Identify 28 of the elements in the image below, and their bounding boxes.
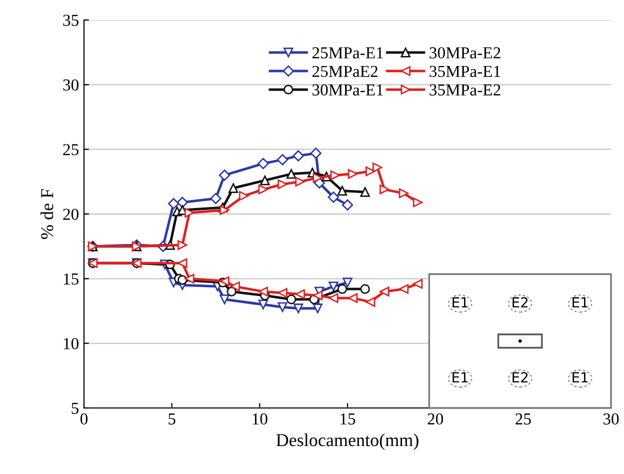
- x-axis-title: Deslocamento(mm): [276, 434, 418, 450]
- annotation: E2: [512, 297, 528, 308]
- legend-label: 25MPaE2: [312, 66, 378, 78]
- x-tick-label: 15: [340, 413, 356, 425]
- legend-label: 25MPa-E1: [312, 47, 383, 58]
- y-tick-label: 25: [63, 144, 78, 156]
- y-axis-title: % de F: [40, 189, 54, 239]
- annotation: E1: [572, 372, 588, 382]
- y-tick-label: 5: [72, 402, 78, 414]
- y-tick-label: 20: [63, 208, 79, 220]
- x-tick-label: 25: [516, 413, 531, 425]
- x-tick-label: 5: [168, 414, 176, 425]
- x-tick-label: 0: [80, 413, 88, 425]
- y-tick-label: 10: [64, 338, 79, 350]
- annotation: E1: [452, 297, 468, 308]
- x-tick-label: 30: [603, 413, 619, 425]
- legend-label: 35MPa-E1: [430, 66, 500, 78]
- legend-label: 30MPa-E1: [312, 84, 383, 96]
- x-tick-label: 10: [252, 413, 268, 425]
- annotation: E1: [572, 297, 588, 308]
- y-tick-label: 15: [64, 273, 78, 285]
- legend-label: 35MPa-E2: [430, 84, 500, 96]
- y-tick-label: 35: [63, 14, 78, 26]
- x-tick-label: 20: [428, 413, 444, 425]
- annotation: E1: [452, 372, 468, 382]
- legend-label: 30MPa-E2: [430, 47, 500, 58]
- annotation: E2: [512, 372, 528, 382]
- y-tick-label: 30: [63, 79, 79, 91]
